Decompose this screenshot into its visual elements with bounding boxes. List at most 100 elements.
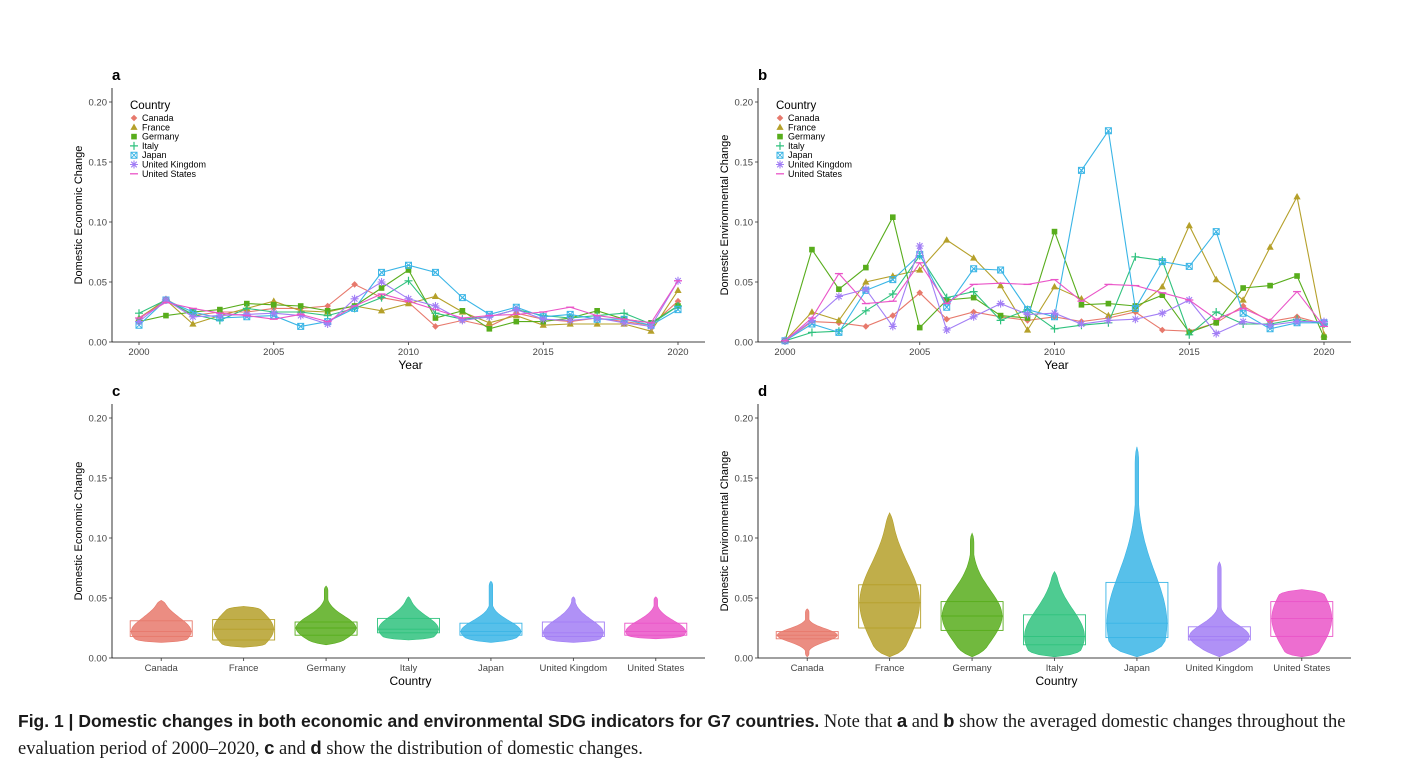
y-tick-label: 0.00 [89,338,108,349]
data-point-united-kingdom [431,302,440,310]
legend-label-canada: Canada [788,113,820,123]
violin-italy [1024,571,1085,658]
x-tick-label: France [229,663,259,674]
data-point-united-kingdom [485,312,494,321]
data-point-united-kingdom [620,318,629,327]
legend-label-japan: Japan [788,150,813,160]
data-point-germany [1051,228,1058,235]
data-point-canada [862,323,870,330]
data-point-united-kingdom [915,242,924,250]
data-point-france [1050,283,1059,290]
data-point-france [431,292,440,299]
violin-japan [1106,446,1168,658]
data-point-canada [970,308,977,316]
data-point-canada [324,302,331,310]
caption-lead: Fig. 1 | Domestic changes in both econom… [18,711,820,731]
data-point-japan [297,322,305,330]
data-point-united-kingdom [1158,309,1167,318]
data-point-united-kingdom [188,312,197,321]
x-tick-label: United States [627,663,684,674]
data-point-germany [863,264,869,271]
y-tick-label: 0.20 [735,414,754,425]
data-point-italy [674,302,682,310]
x-tick-label: Italy [400,663,418,674]
data-point-france [1266,243,1274,250]
legend-key-united-kingdom [776,160,784,169]
data-point-japan [889,276,897,284]
data-point-canada [432,323,439,330]
chart-panel-d: 0.00 0.05 0.10 0.15 0.20 Domestic Environment… [719,383,1351,688]
data-point-italy [807,328,816,337]
data-point-japan [566,310,574,318]
legend-label-united-kingdom: United Kingdom [788,160,852,170]
data-point-france [808,308,816,315]
violin-france [213,606,274,648]
data-point-france [997,281,1005,289]
data-point-france [1158,283,1166,290]
data-point-germany [890,214,896,220]
data-point-france [1023,326,1032,333]
legend-key-france [776,123,784,130]
data-point-canada [943,315,950,323]
box-united-states [1270,601,1334,637]
data-point-united-kingdom [135,317,143,326]
data-point-germany [217,306,223,313]
violin-japan [460,580,522,643]
chart-panel-c: 0.00 0.05 0.10 0.15 0.20 Domestic Economic Ch… [73,383,705,688]
legend-label-italy: Italy [788,141,805,151]
figure-canvas: 0.00 0.05 0.10 0.15 0.20 Domestic Economic Ch… [73,67,1351,688]
data-point-united-kingdom [1131,315,1140,324]
data-point-germany [916,324,923,331]
legend-key-canada [776,114,784,122]
caption-panel-ref: d [310,737,322,758]
data-point-france [404,299,413,307]
y-tick-label: 0.05 [735,594,754,605]
data-point-united-kingdom [1050,309,1059,318]
x-tick-label: France [875,663,905,674]
data-point-france [970,254,978,261]
data-point-france [539,321,547,328]
y-tick-label: 0.15 [89,474,108,485]
data-point-germany [1078,302,1085,308]
legend-label-canada: Canada [142,113,174,123]
data-point-united-kingdom [942,326,951,334]
violin-united-kingdom [1189,561,1250,658]
violin-united-states [625,596,687,640]
box-japan [459,622,523,636]
caption-text: show the distribution of domestic change… [321,739,643,759]
data-point-germany [836,286,842,292]
data-point-france [647,327,655,334]
data-point-germany [163,312,169,319]
figure-caption: Fig. 1 | Domestic changes in both econom… [18,708,1414,762]
data-point-italy [969,287,978,296]
y-tick-label: 0.05 [735,278,754,289]
data-point-united-kingdom [242,310,251,319]
data-point-france [485,319,493,326]
y-tick-label: 0.20 [735,98,754,109]
x-tick-label: 2005 [263,347,284,358]
legend-label-united-states: United States [788,169,843,179]
legend-label-germany: Germany [142,132,180,142]
y-tick-label: 0.20 [89,98,108,109]
caption-panel-ref: b [943,710,955,731]
data-point-france [674,286,682,293]
x-tick-label: 2010 [1044,347,1065,358]
data-point-japan [1024,306,1032,314]
x-tick-label: 2005 [909,347,930,358]
data-point-germany [594,308,600,314]
data-point-united-kingdom [1320,317,1328,326]
data-point-germany [405,267,412,273]
data-point-japan [997,266,1005,274]
data-point-united-kingdom [861,285,870,294]
x-axis-label: Country [1035,674,1077,688]
data-point-france [835,316,843,323]
data-point-japan [835,328,843,336]
data-point-france [1212,275,1220,283]
data-point-united-kingdom [1293,317,1302,326]
data-point-germany [378,285,385,291]
x-tick-label: 2020 [1313,347,1334,358]
y-tick-label: 0.05 [89,594,108,605]
panel-label: d [758,383,767,400]
data-point-germany [970,294,977,301]
data-point-united-kingdom [834,292,843,301]
